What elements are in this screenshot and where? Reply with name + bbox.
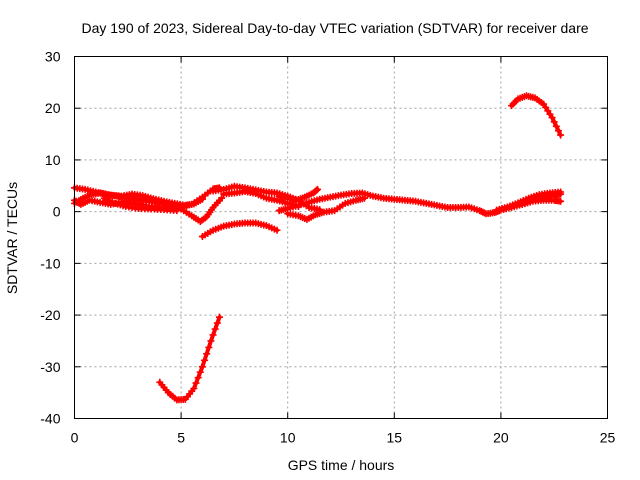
x-tick-label: 20 [493,430,509,446]
x-tick-label: 25 [600,430,616,446]
series-track-g [275,185,322,204]
data-point [198,195,206,203]
data-point [273,226,281,234]
series-line [157,315,222,402]
data-point [192,379,200,387]
x-axis-ticks: 0 5 10 15 20 25 [71,56,616,446]
x-tick-label: 15 [387,430,403,446]
data-series [71,92,565,404]
series-track-m [156,313,223,404]
gridlines [74,56,608,419]
series-track-b [71,189,206,209]
series-track-c [71,194,226,225]
data-point [213,319,221,327]
data-point [218,194,226,202]
y-tick-label: 30 [45,49,61,65]
data-point [557,131,565,139]
series-track-n [508,92,565,139]
plot-frame [74,56,608,419]
data-point [201,356,209,364]
data-point [557,197,565,205]
y-axis-label: SDTVAR / TECUs [4,182,20,294]
x-tick-label: 5 [177,430,185,446]
data-point [215,313,223,321]
series-track-i [284,194,368,223]
data-point [552,122,560,130]
y-axis-ticks: -40 -30 -20 -10 0 10 20 30 [40,49,608,427]
x-tick-label: 10 [280,430,296,446]
x-axis-label: GPS time / hours [288,457,395,473]
series-track-l [198,219,281,240]
data-point [360,194,368,202]
y-tick-label: -40 [40,411,60,427]
x-tick-label: 0 [71,430,79,446]
data-point [194,374,202,382]
data-point [554,127,562,135]
series-track-f [220,187,302,210]
data-point [190,385,198,393]
y-tick-label: 10 [45,152,61,168]
y-tick-label: -30 [40,359,60,375]
data-point [203,350,211,358]
data-point [205,343,213,351]
series-track-k [518,196,565,208]
y-tick-label: 0 [53,204,61,220]
y-tick-label: 20 [45,100,61,116]
data-point [207,337,215,345]
series-track-d [100,194,181,215]
data-point [314,185,322,193]
chart-title: Day 190 of 2023, Sidereal Day-to-day VTE… [81,20,588,36]
data-point [173,207,181,215]
y-tick-label: -20 [40,307,60,323]
data-point [196,368,204,376]
data-point [209,331,217,339]
data-point [312,186,320,194]
data-point [557,188,565,196]
data-point [548,114,556,122]
data-point [550,118,558,126]
data-point [211,325,219,333]
y-tick-label: -10 [40,255,60,271]
data-point [198,363,206,371]
